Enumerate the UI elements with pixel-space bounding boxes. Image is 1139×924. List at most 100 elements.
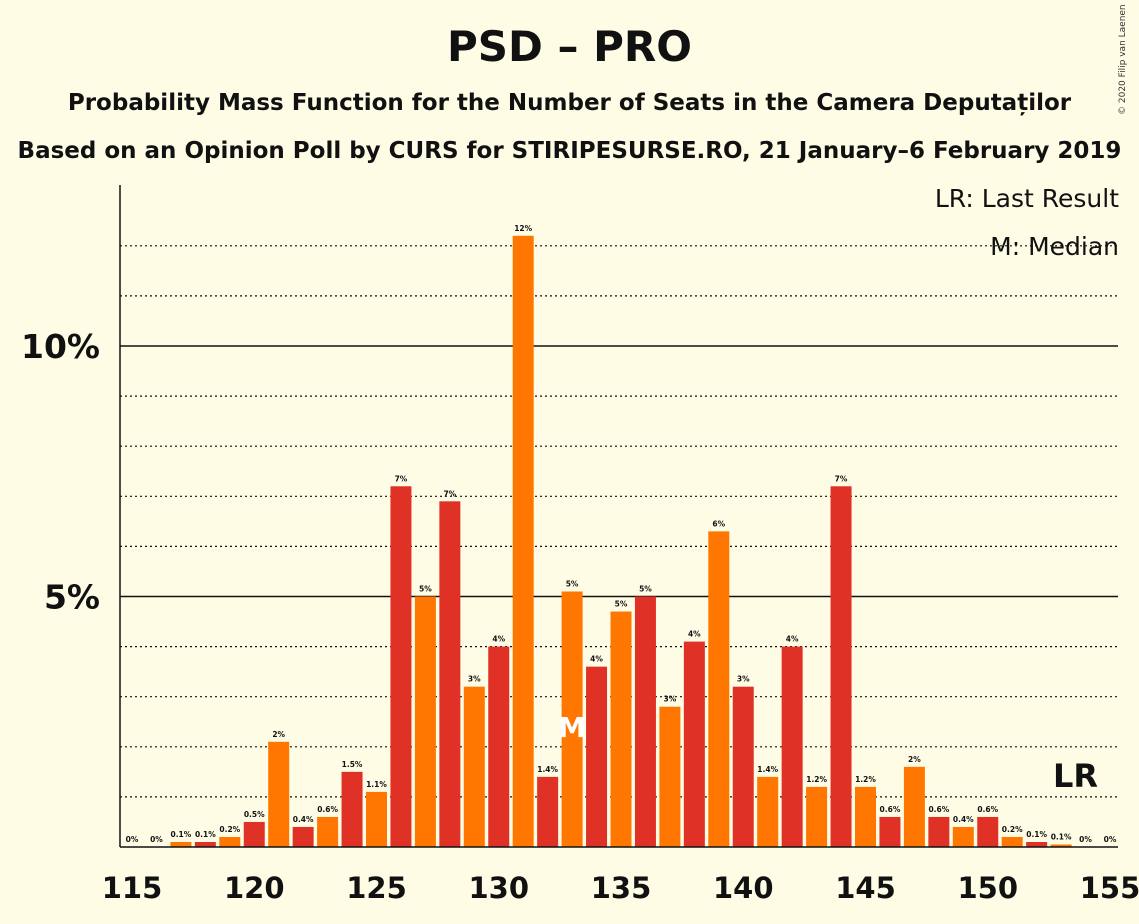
bar-value-label: 4%: [590, 655, 603, 664]
bar-value-label: 5%: [419, 585, 432, 594]
bar-value-label: 0.1%: [1026, 830, 1047, 839]
bar-value-label: 1.2%: [855, 775, 876, 784]
axes-group: 5% 10% 115 120 125 130 135 140 145 150 155: [21, 185, 1139, 905]
bar: [268, 741, 290, 847]
bar: [586, 666, 608, 847]
bar: [170, 841, 192, 847]
bar-value-label: 0%: [1104, 835, 1117, 844]
x-tick-label: 120: [224, 871, 285, 905]
bar: [610, 611, 632, 847]
bar-labels-group: 0% 0%0.1% 0.1%0.2%0.5%2%0.4%0.6%1.5%1.1%7%…: [126, 224, 1117, 844]
bars-group: [170, 235, 1072, 847]
bar-value-label: 2%: [272, 730, 285, 739]
bar-value-label: 4%: [492, 635, 505, 644]
x-tick-label: 130: [468, 871, 529, 905]
markers-group: M LR: [558, 711, 1098, 795]
bar-value-label: 1.1%: [366, 780, 387, 789]
bar: [781, 646, 803, 847]
bar: [903, 766, 925, 847]
bar: [488, 646, 510, 847]
bar: [561, 591, 583, 847]
grid-lines: [120, 245, 1118, 798]
bar-value-label: 1.4%: [537, 765, 558, 774]
bar-value-label: 2%: [908, 755, 921, 764]
bar-value-label: 3%: [468, 675, 481, 684]
bar-value-label: 7%: [443, 489, 456, 498]
bar-value-label: 0.6%: [317, 805, 338, 814]
bar-value-label: 12%: [514, 224, 532, 233]
x-tick-label: 150: [957, 871, 1018, 905]
bar: [952, 826, 974, 847]
bar-value-label: 0.2%: [1002, 825, 1023, 834]
bar: [194, 841, 216, 847]
y-tick-label: 5%: [44, 578, 100, 617]
x-tick-label: 115: [102, 871, 163, 905]
bar: [830, 486, 852, 847]
bar: [757, 776, 779, 847]
bar-value-label: 4%: [786, 635, 799, 644]
bar: [390, 486, 412, 847]
bar: [634, 596, 656, 847]
bar-value-label: 1.2%: [806, 775, 827, 784]
x-tick-label: 155: [1080, 871, 1139, 905]
median-marker: M: [558, 711, 586, 744]
bar: [341, 771, 363, 847]
bar-value-label: 0%: [1079, 835, 1092, 844]
bar-value-label: 7%: [395, 474, 408, 483]
bar-value-label: 5%: [566, 579, 579, 588]
bar-value-label: 0%: [150, 835, 163, 844]
bar-value-label: 0.4%: [293, 815, 314, 824]
bar-value-label: 0%: [126, 835, 139, 844]
bar-value-label: 0.6%: [977, 805, 998, 814]
bar: [928, 816, 950, 847]
bar-value-label: 0.1%: [195, 830, 216, 839]
bar: [879, 816, 901, 847]
bar-value-label: 5%: [615, 600, 628, 609]
bar: [512, 235, 534, 847]
bar: [537, 776, 559, 847]
bar: [1001, 836, 1023, 847]
chart-source-line: Based on an Opinion Poll by CURS for STI…: [17, 138, 1122, 164]
x-tick-label: 125: [346, 871, 407, 905]
bar-value-label: 0.1%: [1051, 832, 1072, 841]
legend-median: M: Median: [990, 232, 1119, 261]
bar: [439, 501, 461, 847]
bar-value-label: 0.1%: [170, 830, 191, 839]
bar-value-label: 0.2%: [219, 825, 240, 834]
bar: [414, 596, 436, 847]
bar: [683, 641, 705, 847]
bar-value-label: 0.6%: [880, 805, 901, 814]
bar: [366, 791, 387, 847]
bar: [317, 816, 339, 847]
legend-last-result: LR: Last Result: [934, 184, 1119, 213]
chart-title: PSD – PRO: [447, 22, 692, 71]
x-tick-label: 140: [713, 871, 774, 905]
bar: [1026, 841, 1048, 847]
bar-value-label: 6%: [712, 519, 725, 528]
bar-value-label: 4%: [688, 630, 701, 639]
bar-value-label: 3%: [664, 695, 677, 704]
y-tick-label: 10%: [21, 327, 100, 366]
bar: [243, 821, 265, 847]
bar-value-label: 0.5%: [244, 810, 265, 819]
bar-value-label: 0.4%: [953, 815, 974, 824]
bar: [732, 686, 754, 847]
bar: [292, 826, 314, 847]
bar: [463, 686, 485, 847]
bar: [659, 706, 681, 847]
bar: [708, 531, 730, 847]
bar: [806, 786, 828, 847]
chart-subtitle: Probability Mass Function for the Number…: [67, 90, 1072, 116]
bar: [1050, 844, 1072, 847]
x-tick-label: 135: [591, 871, 652, 905]
bar-value-label: 7%: [835, 474, 848, 483]
last-result-marker: LR: [1053, 757, 1098, 795]
bar-value-label: 1.4%: [757, 765, 778, 774]
bar-value-label: 0.6%: [928, 805, 949, 814]
bar-value-label: 5%: [639, 585, 652, 594]
bar: [855, 786, 876, 847]
x-tick-label: 145: [835, 871, 896, 905]
bar: [219, 836, 241, 847]
bar-value-label: 3%: [737, 675, 750, 684]
